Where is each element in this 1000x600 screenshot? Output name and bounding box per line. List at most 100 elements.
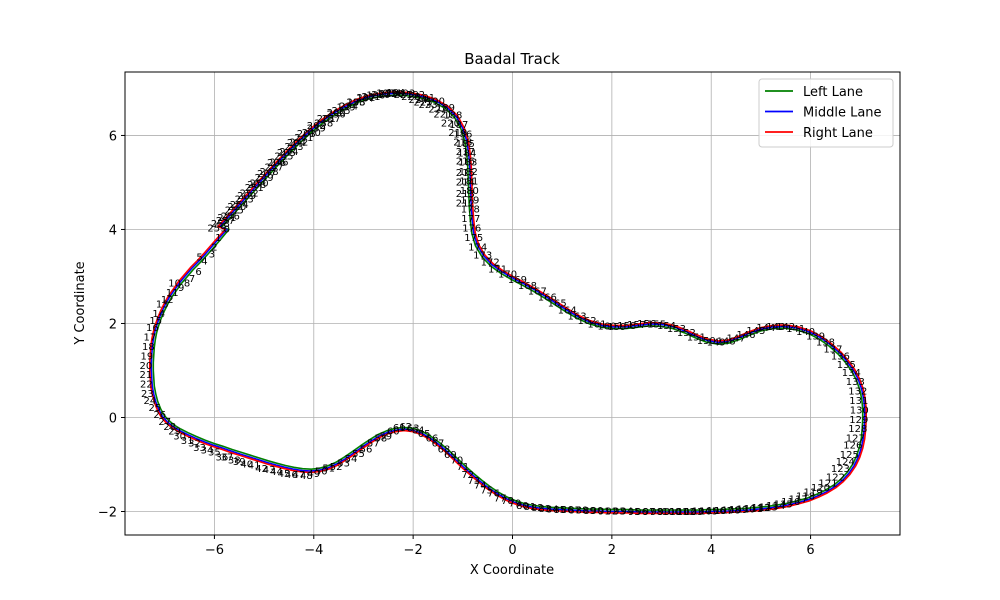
waypoint-label: 102 (677, 507, 696, 518)
y-tick-label: −2 (98, 505, 117, 520)
waypoint-label: 259 (207, 224, 226, 235)
waypoint-label: 0 (224, 224, 230, 235)
y-tick-label: 0 (109, 411, 117, 426)
waypoint-label: 210 (227, 202, 246, 213)
waypoint-label: 66 (426, 434, 439, 445)
waypoint-label: 129 (849, 415, 868, 426)
waypoint-label: 207 (257, 169, 276, 180)
waypoint-label: 243 (284, 142, 303, 153)
waypoint-label: 19 (140, 351, 153, 362)
waypoint-label: 174 (468, 242, 487, 253)
waypoint-label: 170 (498, 270, 517, 281)
waypoint-label: 252 (240, 189, 259, 200)
waypoint-label: 209 (237, 191, 256, 202)
waypoint-label: 80 (516, 501, 529, 512)
lane-line-right-lane (149, 90, 867, 515)
waypoint-label: 151 (687, 333, 706, 344)
waypoint-label: 105 (699, 506, 718, 517)
lane-line-left-lane (152, 94, 864, 511)
waypoint-label: 20 (139, 361, 152, 372)
waypoint-label: 175 (464, 233, 483, 244)
waypoint-label: 161 (587, 319, 606, 330)
waypoint-label: 42 (255, 464, 268, 475)
waypoint-label: 3 (209, 249, 215, 260)
waypoint-label: 215 (456, 168, 475, 179)
waypoint-label: 85 (553, 505, 566, 516)
waypoint-label: 44 (270, 467, 283, 478)
waypoint-label: 126 (843, 441, 862, 452)
waypoint-label: 117 (789, 495, 808, 506)
waypoint-label: 227 (394, 90, 413, 101)
waypoint-label: 16 (146, 323, 159, 334)
waypoint-label: 108 (722, 506, 741, 517)
waypoint-label: 234 (339, 101, 358, 112)
waypoint-label: 168 (518, 281, 537, 292)
waypoint-label: 256 (221, 211, 240, 222)
waypoint-label: 99 (658, 507, 671, 518)
waypoint-label: 77 (494, 493, 507, 504)
waypoint-label: 98 (650, 507, 663, 518)
waypoint-label: 30 (173, 431, 186, 442)
waypoint-label: 205 (277, 148, 296, 159)
waypoint-label: 26 (153, 410, 166, 421)
waypoint-label: 23 (141, 389, 154, 400)
legend-label: Right Lane (803, 126, 873, 141)
waypoint-label: 128 (848, 424, 867, 435)
waypoint-label: 163 (568, 311, 587, 322)
waypoint-label: 132 (848, 387, 867, 398)
waypoint-label: 25 (148, 403, 161, 414)
waypoint-label: 139 (806, 332, 825, 343)
waypoint-label: 55 (352, 449, 365, 460)
waypoint-label: 241 (294, 133, 313, 144)
waypoint-label: 74 (474, 481, 487, 492)
waypoint-label: 45 (278, 469, 291, 480)
waypoint-label: 134 (842, 368, 861, 379)
waypoint-label: 75 (480, 485, 493, 496)
waypoint-label: 204 (287, 138, 306, 149)
waypoint-label: 218 (453, 138, 472, 149)
x-tick-label: 2 (608, 543, 616, 558)
y-tick-label: 6 (109, 129, 117, 144)
waypoint-label: 95 (628, 507, 641, 518)
waypoint-label: 125 (840, 450, 859, 461)
waypoint-label: 152 (677, 328, 696, 339)
waypoint-label: 127 (846, 434, 865, 445)
waypoint-label: 143 (766, 322, 785, 333)
x-axis-ticks: −6 −4 −2 0 2 4 6 (205, 535, 815, 558)
waypoint-label: 213 (456, 189, 475, 200)
waypoint-label: 138 (816, 337, 835, 348)
waypoint-label: 236 (327, 109, 346, 120)
waypoint-label: 222 (428, 105, 447, 116)
waypoint-label: 200 (327, 108, 346, 119)
waypoint-label: 21 (139, 370, 152, 381)
waypoint-label: 51 (322, 463, 335, 474)
waypoint-label: 233 (346, 98, 365, 109)
waypoint-label: 235 (332, 106, 351, 117)
waypoint-label: 8 (184, 279, 190, 290)
waypoint-label: 130 (850, 405, 869, 416)
waypoint-label: 239 (307, 123, 326, 134)
waypoint-label: 91 (598, 506, 611, 517)
waypoint-label: 166 (538, 293, 557, 304)
waypoint-label: 232 (356, 93, 375, 104)
waypoint-label: 36 (216, 452, 229, 463)
waypoint-label: 1 (215, 233, 221, 244)
waypoint-label: 164 (558, 305, 577, 316)
waypoint-label: 7 (189, 274, 195, 285)
waypoint-label: 141 (786, 324, 805, 335)
waypoint-label: 257 (216, 216, 235, 227)
waypoint-label: 223 (418, 100, 437, 111)
waypoint-label: 221 (433, 109, 452, 120)
waypoint-label: 39 (233, 457, 246, 468)
waypoint-label: 97 (643, 507, 656, 518)
waypoint-label: 58 (374, 434, 387, 445)
waypoint-label: 71 (456, 462, 469, 473)
waypoint-label: 159 (607, 322, 626, 333)
waypoint-label: 253 (235, 194, 254, 205)
waypoint-label: 27 (158, 417, 171, 428)
waypoint-label: 110 (736, 505, 755, 516)
waypoint-label: 230 (371, 90, 390, 101)
waypoint-label: 181 (459, 177, 478, 188)
waypoint-label: 122 (826, 473, 845, 484)
waypoint-label: 145 (746, 326, 765, 337)
